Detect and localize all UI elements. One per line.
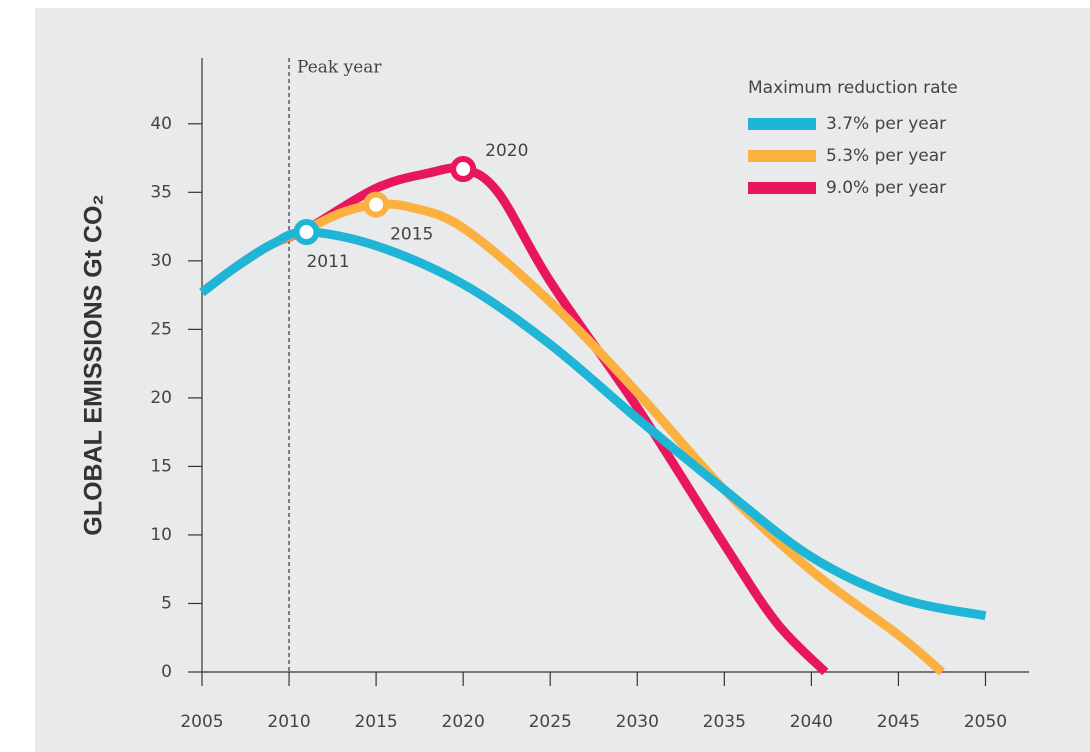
legend-swatch xyxy=(748,150,816,162)
peak-marker xyxy=(363,191,390,218)
y-tick-label: 30 xyxy=(150,251,172,271)
peak-line-label: Peak year xyxy=(297,58,382,78)
peak-label: 2011 xyxy=(306,252,349,272)
legend-label: 3.7% per year xyxy=(826,114,946,134)
y-tick-label: 20 xyxy=(150,388,172,408)
x-tick-label: 2030 xyxy=(616,712,659,732)
x-tick-label: 2035 xyxy=(703,712,746,732)
peak-label: 2020 xyxy=(485,141,528,161)
y-tick-label: 15 xyxy=(150,456,172,476)
y-tick-label: 35 xyxy=(150,182,172,202)
x-tick-label: 2005 xyxy=(180,712,223,732)
peak-marker xyxy=(293,219,320,246)
x-tick-label: 2045 xyxy=(877,712,920,732)
panel xyxy=(35,8,1090,752)
x-tick-label: 2015 xyxy=(354,712,397,732)
legend-label: 5.3% per year xyxy=(826,146,946,166)
y-tick-label: 40 xyxy=(150,114,172,134)
legend-swatch xyxy=(748,118,816,130)
x-tick-label: 2040 xyxy=(790,712,833,732)
y-tick-label: 10 xyxy=(150,525,172,545)
peak-label: 2015 xyxy=(390,225,433,245)
y-tick-label: 25 xyxy=(150,319,172,339)
y-tick-label: 0 xyxy=(161,662,172,682)
y-axis-label: GLOBAL EMISSIONS Gt CO₂ xyxy=(80,194,108,535)
peak-marker xyxy=(450,156,477,183)
y-tick-label: 5 xyxy=(161,593,172,613)
x-tick-label: 2010 xyxy=(267,712,310,732)
legend-title: Maximum reduction rate xyxy=(748,78,958,98)
line xyxy=(199,227,987,621)
x-tick-label: 2025 xyxy=(529,712,572,732)
x-tick-label: 2050 xyxy=(964,712,1007,732)
x-tick-label: 2020 xyxy=(442,712,485,732)
legend-swatch xyxy=(748,182,816,194)
legend-label: 9.0% per year xyxy=(826,178,946,198)
